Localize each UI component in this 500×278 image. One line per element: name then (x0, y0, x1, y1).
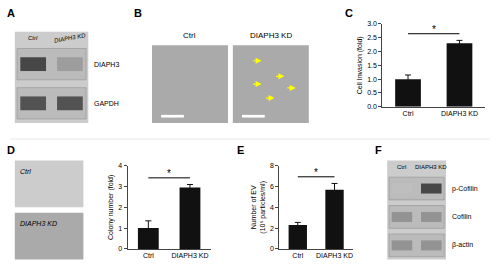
svg-text:DIAPH3 KD: DIAPH3 KD (316, 252, 353, 259)
svg-text:DIAPH3 KD: DIAPH3 KD (415, 164, 447, 170)
svg-text:F: F (375, 144, 382, 156)
svg-text:Ctrl: Ctrl (397, 164, 406, 170)
svg-text:6: 6 (270, 183, 274, 190)
svg-text:Ctrl: Ctrl (292, 252, 303, 259)
svg-text:2: 2 (118, 204, 122, 211)
svg-text:Ctrl: Ctrl (143, 252, 154, 259)
svg-text:0: 0 (270, 245, 274, 252)
svg-text:D: D (7, 144, 15, 156)
svg-text:2.5: 2.5 (367, 34, 377, 41)
svg-text:Cofilin: Cofilin (452, 213, 472, 220)
svg-text:0.5: 0.5 (367, 89, 377, 96)
svg-text:β-actin: β-actin (452, 241, 473, 249)
svg-text:Cell Invasion (fold): Cell Invasion (fold) (356, 36, 364, 94)
svg-text:DIAPH3 KD: DIAPH3 KD (171, 252, 208, 259)
svg-text:C: C (345, 7, 353, 19)
svg-text:0: 0 (118, 245, 122, 252)
svg-text:Ctrl: Ctrl (20, 168, 31, 175)
svg-text:Ctrl: Ctrl (403, 110, 414, 117)
svg-text:3.0: 3.0 (367, 20, 377, 27)
svg-text:A: A (7, 7, 15, 19)
svg-text:8: 8 (270, 162, 274, 169)
svg-text:Colony number (fold): Colony number (fold) (107, 175, 115, 240)
svg-text:E: E (237, 144, 244, 156)
svg-text:1: 1 (118, 225, 122, 232)
svg-text:*: * (432, 24, 436, 35)
svg-text:2.0: 2.0 (367, 48, 377, 55)
svg-text:p-Cofilin: p-Cofilin (452, 185, 478, 193)
svg-text:*: * (167, 168, 171, 179)
svg-text:Ctrl: Ctrl (183, 31, 196, 40)
svg-text:0.0: 0.0 (367, 103, 377, 110)
svg-text:*: * (314, 167, 318, 178)
svg-text:3: 3 (118, 183, 122, 190)
svg-text:4: 4 (118, 162, 122, 169)
svg-text:DIAPH3: DIAPH3 (94, 61, 119, 68)
svg-text:Ctrl: Ctrl (28, 35, 38, 41)
svg-text:DIAPH3 KD: DIAPH3 KD (250, 31, 292, 40)
svg-text:DIAPH3 KD: DIAPH3 KD (20, 220, 57, 227)
svg-text:DIAPH3 KD: DIAPH3 KD (441, 110, 478, 117)
svg-text:2: 2 (270, 225, 274, 232)
svg-text:B: B (134, 7, 142, 19)
svg-text:1.5: 1.5 (367, 62, 377, 69)
svg-text:1.0: 1.0 (367, 76, 377, 83)
svg-text:Number of EV(10⁵ particles/ml): Number of EV(10⁵ particles/ml) (250, 181, 267, 234)
svg-text:GAPDH: GAPDH (94, 100, 119, 107)
svg-text:DIAPH3 KD: DIAPH3 KD (54, 32, 87, 44)
svg-text:4: 4 (270, 204, 274, 211)
